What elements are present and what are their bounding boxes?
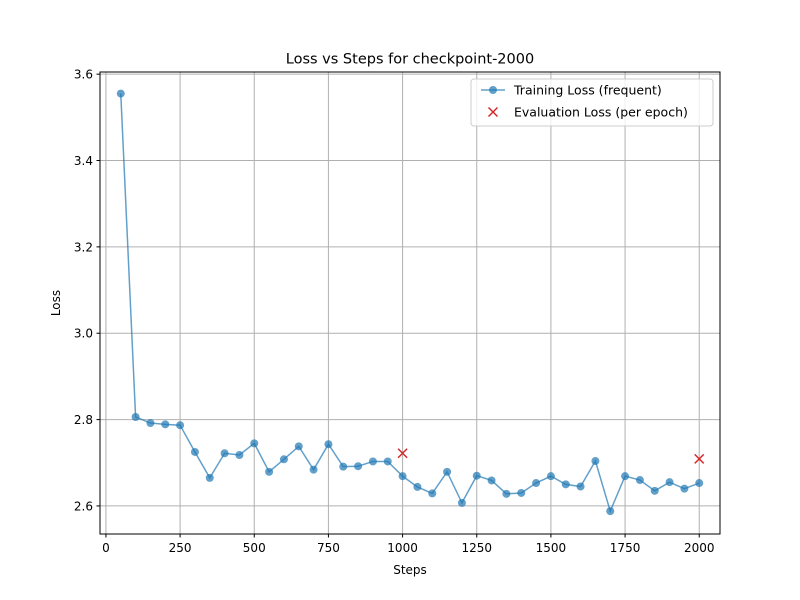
x-tick-label: 750 xyxy=(317,541,340,555)
training-loss-point xyxy=(116,89,125,98)
plot-frame xyxy=(99,71,721,535)
training-loss-point xyxy=(161,420,170,429)
training-loss-point xyxy=(532,479,541,488)
training-loss-point xyxy=(606,507,615,516)
x-tick-label: 1000 xyxy=(387,541,418,555)
axis-ticks: 0 250 500 750 1000 1250 1500 1750 2000 2.6 2.8 3.0 3… xyxy=(74,68,715,555)
x-tick-label: 250 xyxy=(169,541,192,555)
training-loss-point xyxy=(339,462,348,471)
legend-training-marker xyxy=(489,86,497,94)
y-tick-label: 3.2 xyxy=(74,240,93,254)
training-loss-point xyxy=(398,472,407,481)
legend-eval-label: Evaluation Loss (per epoch) xyxy=(514,105,688,120)
x-tick-label: 1250 xyxy=(461,541,492,555)
series-layer xyxy=(116,89,705,516)
training-loss-point xyxy=(428,489,437,498)
legend: Training Loss (frequent) Evaluation Loss… xyxy=(470,78,714,127)
chart-title: Loss vs Steps for checkpoint-2000 xyxy=(286,52,534,68)
training-loss-point xyxy=(591,457,600,466)
training-loss-point xyxy=(665,478,674,487)
training-loss-point xyxy=(650,486,659,495)
training-loss-point xyxy=(190,447,199,456)
training-loss-point xyxy=(265,467,274,476)
training-loss-point xyxy=(472,471,481,480)
training-loss-line xyxy=(120,93,700,514)
training-loss-point xyxy=(176,421,185,430)
training-loss-point xyxy=(457,498,466,507)
legend-training-label: Training Loss (frequent) xyxy=(513,83,662,98)
grid-lines xyxy=(100,72,720,534)
training-loss-point xyxy=(502,489,511,498)
y-tick-label: 3.6 xyxy=(74,68,93,82)
training-loss-point xyxy=(576,482,585,491)
evaluation-loss-point xyxy=(694,453,705,464)
training-loss-point xyxy=(279,455,288,464)
training-loss-point xyxy=(695,479,704,488)
x-tick-label: 500 xyxy=(243,541,266,555)
training-loss-point xyxy=(487,476,496,485)
training-loss-point xyxy=(235,450,244,459)
training-loss-point xyxy=(413,482,422,491)
x-axis-label: Steps xyxy=(393,563,427,577)
y-tick-label: 3.4 xyxy=(74,154,93,168)
training-loss-point xyxy=(354,462,363,471)
y-tick-label: 2.6 xyxy=(74,499,93,513)
y-tick-label: 2.8 xyxy=(74,413,93,427)
training-loss-point xyxy=(621,472,630,481)
y-axis-label: Loss xyxy=(49,290,63,316)
legend-box xyxy=(470,78,714,127)
training-loss-point xyxy=(205,473,214,482)
training-loss-point xyxy=(546,472,555,481)
training-loss-point xyxy=(309,465,318,474)
y-tick-label: 3.0 xyxy=(74,327,93,341)
training-loss-point xyxy=(561,480,570,489)
legend-eval-marker xyxy=(487,106,499,118)
training-loss-point xyxy=(131,412,140,421)
training-loss-point xyxy=(146,419,155,428)
training-loss-point xyxy=(635,476,644,485)
x-tick-label: 0 xyxy=(102,541,110,555)
training-loss-point xyxy=(324,440,333,449)
x-tick-label: 1500 xyxy=(536,541,567,555)
training-loss-point xyxy=(250,439,259,448)
training-loss-point xyxy=(680,484,689,493)
training-loss-point xyxy=(383,457,392,466)
training-loss-point xyxy=(517,488,526,497)
training-loss-point xyxy=(294,442,303,451)
training-loss-point xyxy=(368,457,377,466)
x-tick-label: 2000 xyxy=(684,541,715,555)
training-loss-point xyxy=(443,467,452,476)
evaluation-loss-point xyxy=(397,448,408,459)
x-tick-label: 1750 xyxy=(610,541,641,555)
training-loss-point xyxy=(220,449,229,458)
